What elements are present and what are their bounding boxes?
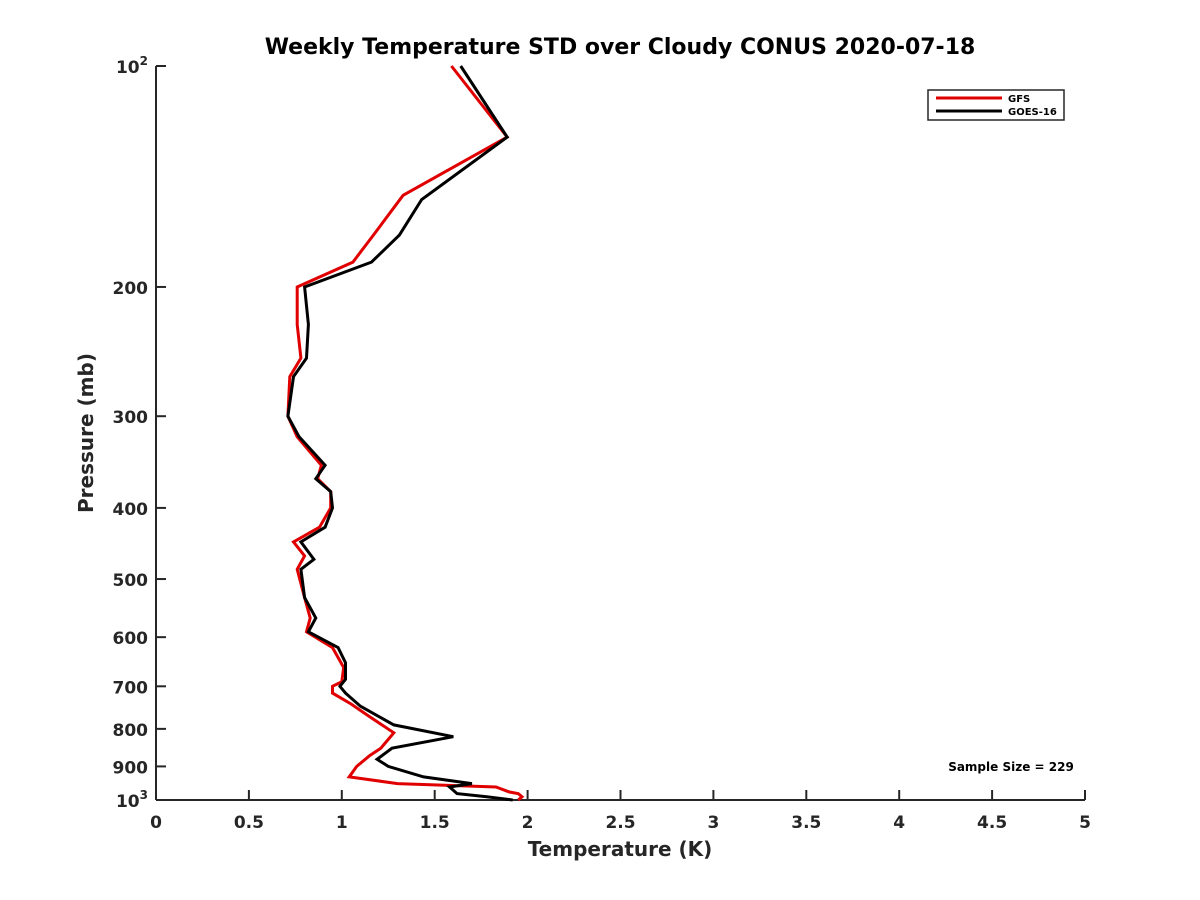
x-tick-label: 0.5 [234, 813, 264, 833]
x-tick-label: 1.5 [420, 813, 450, 833]
x-tick-label: 1 [336, 813, 348, 833]
series-line-goes-16 [286, 65, 513, 802]
y-tick-label: 103 [116, 788, 148, 812]
x-tick-label: 2.5 [605, 813, 635, 833]
x-tick-label: 4 [893, 813, 905, 833]
sample-size-annotation: Sample Size = 229 [948, 760, 1074, 774]
y-tick-label: 700 [113, 678, 149, 698]
x-tick-label: 5 [1079, 813, 1091, 833]
chart-title: Weekly Temperature STD over Cloudy CONUS… [265, 35, 976, 60]
x-tick-label: 2 [522, 813, 534, 833]
x-tick-label: 0 [150, 813, 162, 833]
x-tick-label: 3.5 [791, 813, 821, 833]
y-tick-label: 200 [113, 279, 149, 299]
x-tick-label: 3 [707, 813, 719, 833]
y-tick-label: 900 [113, 758, 149, 778]
series-line-gfs [286, 65, 525, 802]
y-tick-label: 500 [113, 571, 149, 591]
y-tick-label: 800 [113, 721, 149, 741]
series-layer [286, 65, 525, 802]
legend-label-goes-16: GOES-16 [1008, 107, 1057, 118]
legend-label-gfs: GFS [1008, 94, 1030, 105]
x-tick-label: 4.5 [977, 813, 1007, 833]
y-tick-label: 300 [113, 408, 149, 428]
y-tick-label: 102 [116, 54, 148, 78]
legend: GFS GOES-16 [927, 89, 1065, 121]
y-tick-label: 400 [113, 500, 149, 520]
x-axis-title: Temperature (K) [528, 837, 713, 861]
legend-box [927, 89, 1065, 121]
y-tick-label: 600 [113, 629, 149, 649]
y-axis-title: Pressure (mb) [74, 353, 98, 513]
axes: 0 0.5 1 1.5 2 2.5 3 3.5 4 4.5 5 102 200 300 400 500 600 7… [113, 54, 1091, 833]
